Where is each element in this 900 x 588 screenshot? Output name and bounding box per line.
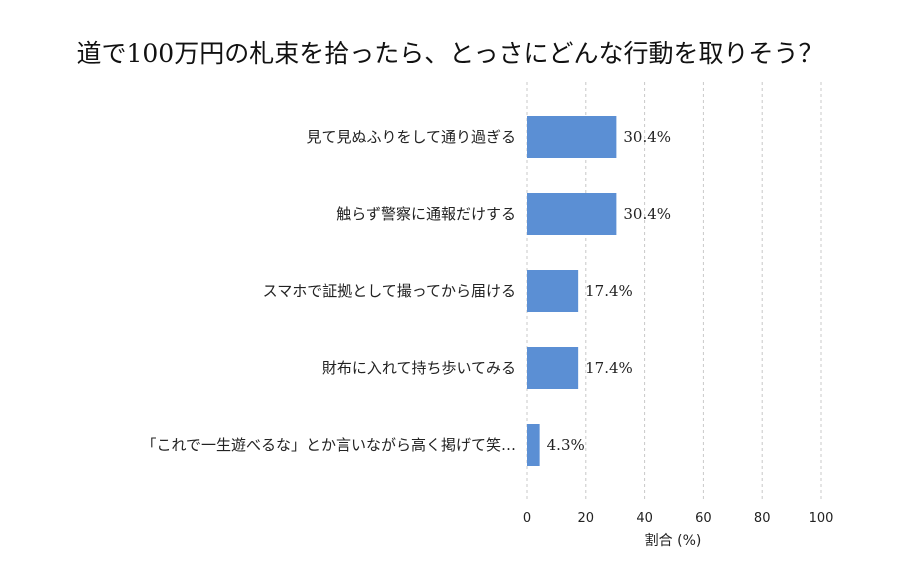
bar <box>527 116 617 158</box>
x-tick-label: 20 <box>578 511 595 526</box>
x-tick-label: 60 <box>695 511 712 526</box>
value-label: 17.4% <box>585 359 633 377</box>
category-label: 触らず警察に通報だけする <box>336 205 516 223</box>
category-labels: 見て見ぬふりをして通り過ぎる触らず警察に通報だけするスマホで証拠として撮ってから… <box>141 128 516 454</box>
x-tick-label: 40 <box>636 511 653 526</box>
chart-title: 道で100万円の札束を拾ったら、とっさにどんな行動を取りそう？ <box>77 39 824 68</box>
value-label: 30.4% <box>623 128 671 146</box>
value-labels: 30.4% 30.4% 17.4% 17.4% 4.3% <box>547 128 671 454</box>
category-label: 「これで一生遊べるな」とか言いながら高く掲げて笑… <box>141 436 516 454</box>
x-tick-label: 0 <box>523 511 531 526</box>
value-label: 4.3% <box>547 436 585 454</box>
x-tick-label: 100 <box>809 511 834 526</box>
value-label: 17.4% <box>585 282 633 300</box>
value-label: 30.4% <box>623 205 671 223</box>
bar <box>527 193 617 235</box>
x-axis-ticks: 0 20 40 60 80 100 <box>523 511 834 526</box>
bar <box>527 270 579 312</box>
category-label: 財布に入れて持ち歩いてみる <box>322 359 516 377</box>
category-label: 見て見ぬふりをして通り過ぎる <box>306 128 516 146</box>
x-tick-label: 80 <box>754 511 771 526</box>
bar <box>527 347 579 389</box>
bar <box>527 424 540 466</box>
bars <box>527 116 617 466</box>
category-label: スマホで証拠として撮ってから届ける <box>263 282 516 300</box>
x-axis-label: 割合 (%) <box>645 532 702 549</box>
